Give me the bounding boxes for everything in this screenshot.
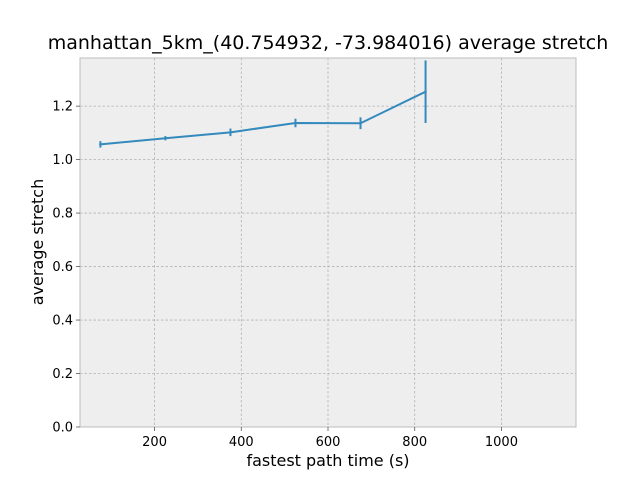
y-tick-label: 1.0 bbox=[52, 153, 73, 168]
x-tick-label: 1000 bbox=[485, 435, 518, 450]
x-tick-label: 400 bbox=[229, 435, 254, 450]
y-tick-label: 1.2 bbox=[52, 100, 73, 115]
x-tick-label: 800 bbox=[402, 435, 427, 450]
grid-layer bbox=[80, 58, 576, 428]
x-tick-label: 200 bbox=[142, 435, 167, 450]
x-axis-label: fastest path time (s) bbox=[246, 451, 409, 470]
y-tick-label: 0.8 bbox=[52, 207, 73, 222]
y-tick-label: 0.4 bbox=[52, 314, 73, 329]
series-line bbox=[99, 90, 427, 146]
y-tick-label: 0.6 bbox=[52, 260, 73, 275]
y-tick-label: 0.2 bbox=[52, 367, 73, 382]
series-layer bbox=[99, 60, 427, 148]
y-tick-label: 0.0 bbox=[52, 421, 73, 436]
data-point bbox=[424, 90, 427, 93]
x-tick-label: 600 bbox=[316, 435, 341, 450]
data-point bbox=[99, 143, 102, 146]
chart-title: manhattan_5km_(40.754932, -73.984016) av… bbox=[48, 32, 609, 54]
data-point bbox=[229, 131, 232, 134]
x-axis-ticks: 200 400 600 800 1000 bbox=[142, 427, 518, 450]
data-point bbox=[294, 121, 297, 125]
data-point bbox=[164, 137, 167, 140]
y-axis-label: average stretch bbox=[28, 179, 47, 305]
data-point bbox=[359, 122, 362, 125]
y-axis-ticks: 0.0 0.2 0.4 0.6 0.8 1.0 1.2 bbox=[52, 100, 80, 436]
